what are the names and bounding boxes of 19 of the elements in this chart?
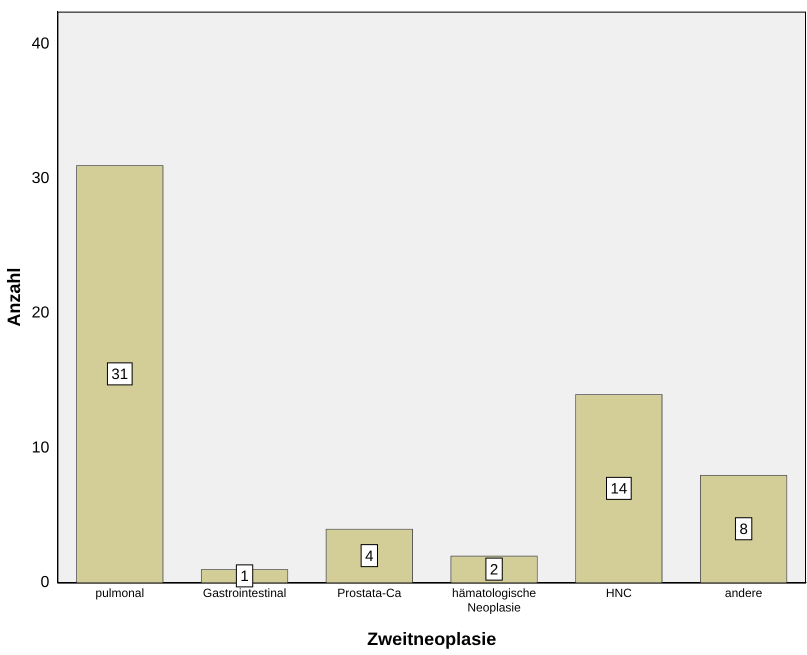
data-label: 1 (240, 568, 249, 586)
y-axis-title: Anzahl (4, 268, 24, 327)
y-tick-label: 10 (32, 439, 50, 456)
x-tick-label: andere (724, 586, 763, 600)
y-tick-label: 20 (32, 304, 50, 322)
data-label: 31 (111, 366, 128, 383)
data-label: 4 (365, 548, 374, 565)
y-tick-label: 40 (32, 35, 50, 52)
x-tick-label: Gastrointestinal (202, 586, 286, 600)
data-label: 8 (739, 520, 748, 538)
data-label: 2 (490, 561, 498, 578)
y-tick-label: 30 (32, 170, 50, 187)
x-tick-label: pulmonal (95, 586, 144, 600)
data-label: 14 (610, 480, 628, 498)
x-axis-title: Zweitneoplasie (367, 629, 496, 650)
x-tick-label: Prostata-Ca (337, 586, 402, 600)
x-tick-label: HNC (606, 586, 632, 600)
x-tick-label: hämatologische Neoplasie (452, 586, 536, 615)
y-tick-label: 0 (40, 574, 50, 592)
